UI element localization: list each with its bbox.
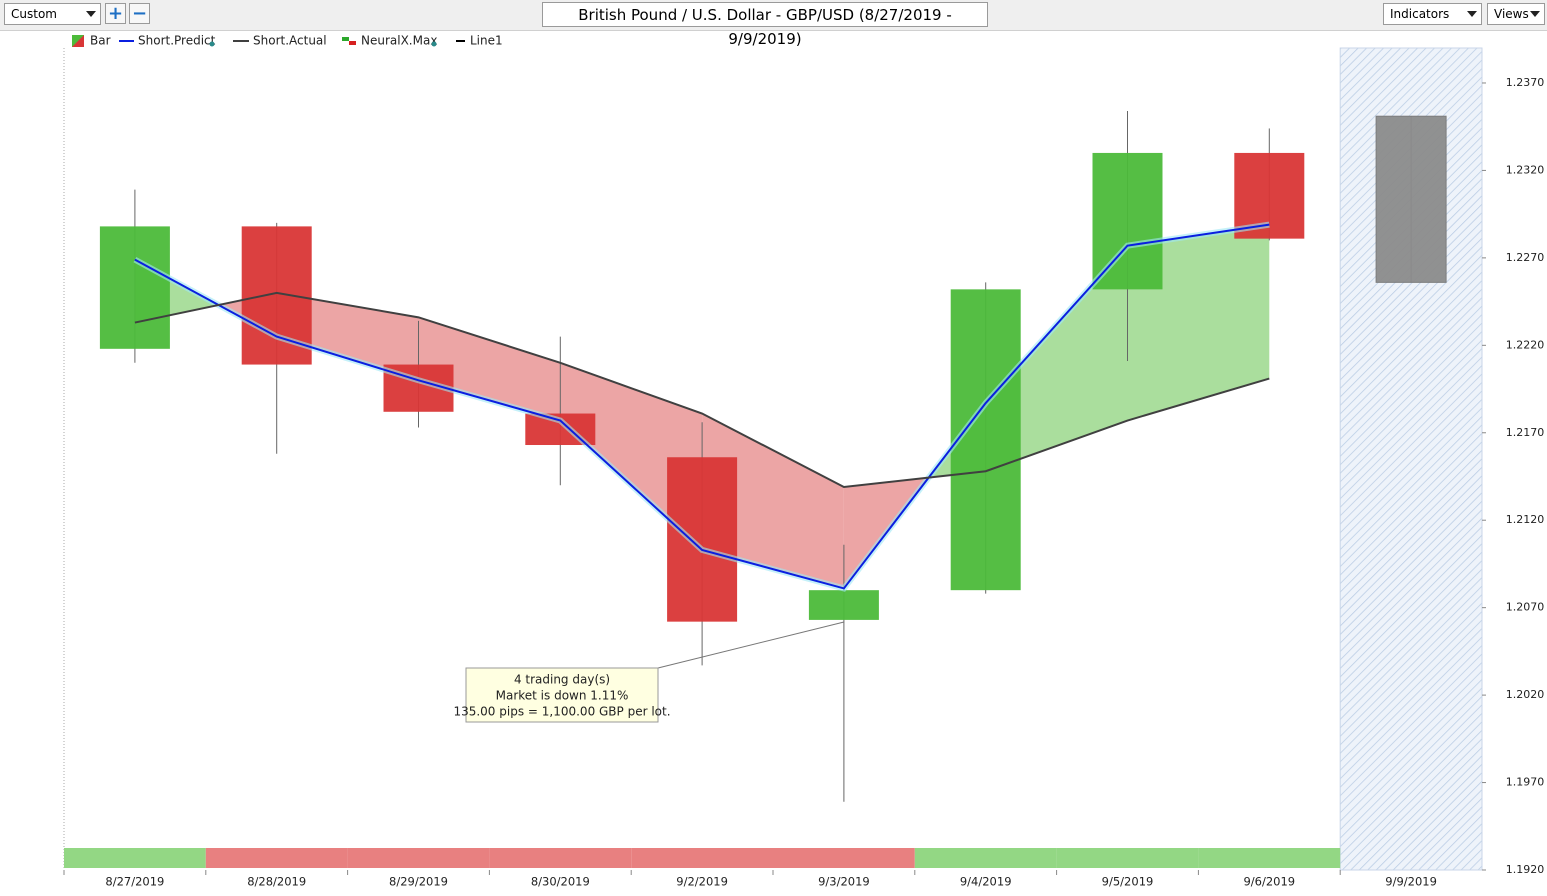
signal-band [347,848,490,868]
signal-band [631,848,773,868]
signal-band [773,848,915,868]
x-tick-label: 8/28/2019 [247,875,306,889]
preset-dropdown[interactable]: Custom [4,3,101,25]
add-button[interactable]: + [105,3,126,24]
y-tick-label: 1.2220 [1506,338,1545,351]
candle-body [808,590,879,620]
legend-label: NeuralX.Max [361,34,437,48]
candle-body [950,289,1021,591]
legend-label: Bar [90,34,111,48]
views-dropdown[interactable]: Views [1487,3,1545,25]
signal-band [489,848,632,868]
fill-area [276,292,419,381]
annotation-text: 4 trading day(s) [514,673,610,687]
fill-area [1127,224,1270,421]
x-tick-label: 9/3/2019 [818,875,870,889]
candle-body [1375,115,1447,283]
chart-title: British Pound / U.S. Dollar - GBP/USD (8… [542,2,988,48]
candle-body [99,226,170,349]
x-tick-label: 8/27/2019 [105,875,164,889]
toolbar: Custom + − British Pound / U.S. Dollar -… [0,0,1547,48]
y-tick-label: 1.2070 [1506,601,1545,614]
signal-band [1056,848,1199,868]
series-line [134,223,1270,590]
fill-area [560,362,703,550]
annotation-box [465,667,659,723]
remove-button[interactable]: − [129,3,150,24]
legend-dot [431,41,437,47]
indicators-dropdown[interactable]: Indicators [1383,3,1482,25]
annotation-text: 135.00 pips = 1,100.00 GBP per lot. [453,705,670,719]
legend-label: Line1 [470,34,503,48]
fill-area [985,245,1128,472]
candle-body [1092,152,1163,290]
y-tick-label: 1.1970 [1506,776,1545,789]
annotation-text: Market is down 1.11% [496,689,629,703]
legend-dot [209,41,215,47]
signal-band [1198,848,1341,868]
annotation-leader [657,621,845,669]
y-tick-label: 1.2170 [1506,426,1545,439]
legend-signal-down [349,41,356,45]
x-tick-label: 9/2/2019 [676,875,728,889]
x-tick-label: 9/5/2019 [1102,875,1154,889]
x-tick-label: 9/4/2019 [960,875,1012,889]
x-tick-label: 9/9/2019 [1385,875,1437,889]
fill-area [418,317,561,421]
chart: 1.2370 1.2320 1.2270 1.2220 1.2170 1.2120 1.20… [63,34,1545,889]
legend-label: Short.Actual [253,34,327,48]
y-tick-label: 1.2320 [1506,163,1545,176]
legend-bar-down [72,35,84,47]
legend-label: Short.Predict [138,34,216,48]
y-tick-label: 1.1920 [1506,863,1545,876]
y-tick-label: 1.2020 [1506,688,1545,701]
signal-band [205,848,348,868]
fill-areas [134,224,1270,589]
x-tick-label: 8/29/2019 [389,875,448,889]
y-tick-label: 1.2270 [1506,251,1545,264]
x-tick-label: 8/30/2019 [531,875,590,889]
signal-band [914,848,1057,868]
series-line [134,291,1270,489]
x-tick-label: 9/6/2019 [1243,875,1295,889]
y-tick-label: 1.2370 [1506,76,1545,89]
candle-body [667,457,738,622]
y-tick-label: 1.2120 [1506,513,1545,526]
fill-area [702,413,844,589]
legend-signal-up [342,37,349,41]
signal-band [64,848,206,868]
candle-body [1234,152,1305,239]
